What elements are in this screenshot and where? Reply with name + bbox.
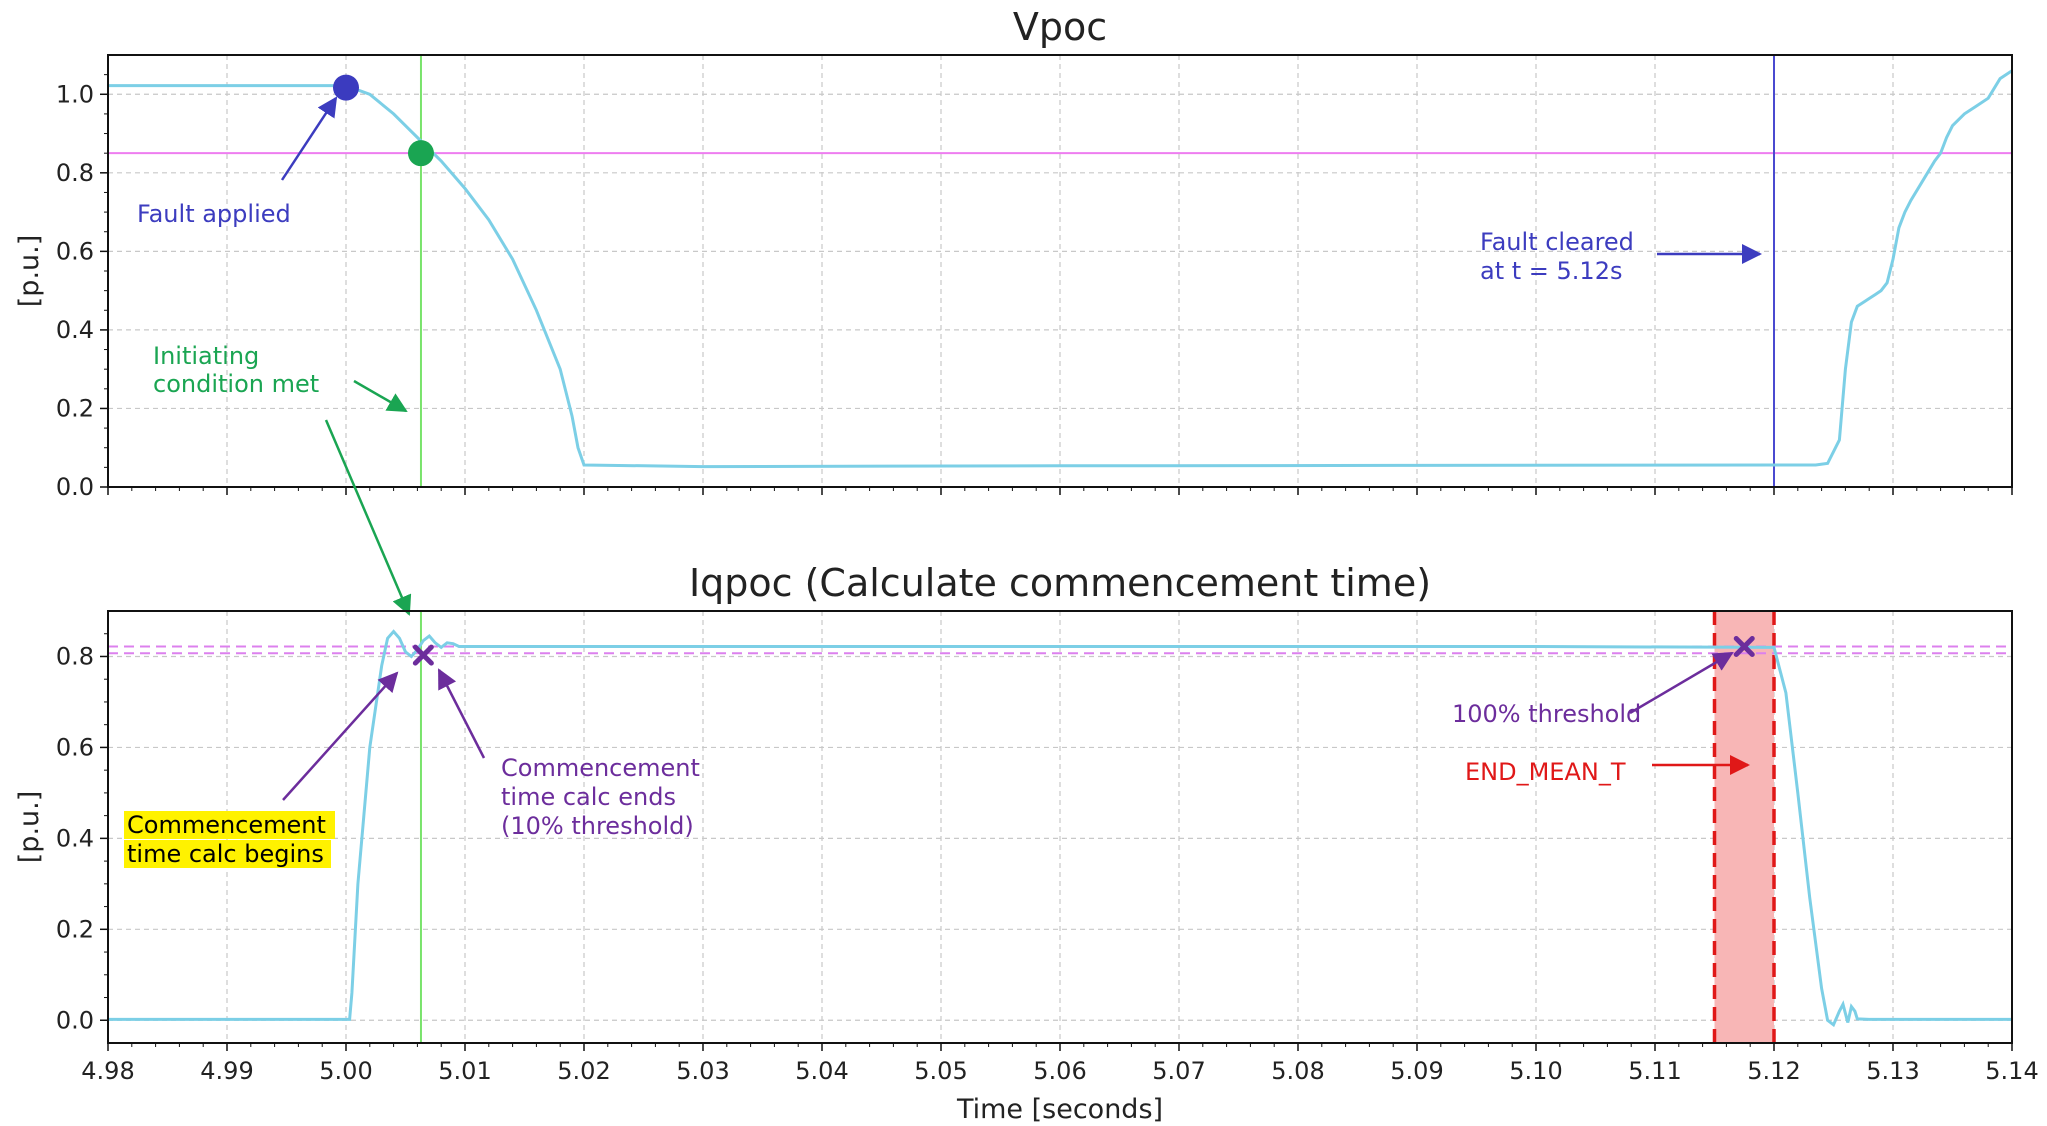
fault-applied-arrow	[280, 96, 338, 181]
fault-applied-marker	[333, 74, 359, 101]
initiating-label-line2: condition met	[153, 370, 319, 398]
y-tick-label: 0.4	[56, 316, 94, 344]
commencement-ends-line1: Commencement	[501, 754, 700, 782]
initiating-arrow-short	[353, 379, 408, 413]
threshold-100pct-label: 100% threshold	[1452, 700, 1641, 728]
x-tick-label: 5.06	[1033, 1057, 1086, 1085]
iqpoc-series-line	[108, 629, 2012, 1028]
commencement-ends-line2: time calc ends	[501, 783, 676, 811]
fault-applied-label: Fault applied	[137, 200, 291, 228]
x-tick-label: 5.09	[1390, 1057, 1443, 1085]
y-tick-label: 0.2	[56, 915, 94, 943]
iqpoc-chart: Iqpoc (Calculate commencement time) 4.98…	[14, 561, 2039, 1125]
y-tick-label: 0.2	[56, 394, 94, 422]
y-tick-label: 0.4	[56, 824, 94, 852]
end-mean-t-label: END_MEAN_T	[1465, 758, 1626, 786]
y-tick-label: 0.8	[56, 159, 94, 187]
y-tick-label: 0.0	[56, 473, 94, 501]
threshold-100pct-x-marker	[1733, 635, 1755, 657]
commencement-begins-line1: Commencement	[127, 811, 326, 839]
vpoc-title: Vpoc	[1013, 5, 1107, 49]
x-tick-label: 4.99	[200, 1057, 253, 1085]
commencement-begins-highlight-1	[124, 811, 335, 839]
y-tick-label: 0.6	[56, 237, 94, 265]
x-tick-label: 5.00	[319, 1057, 372, 1085]
iqpoc-ylabel: [p.u.]	[14, 791, 45, 863]
initiating-condition-marker	[407, 140, 434, 167]
iqpoc-ticks: 4.98 4.99 5.00 5.01 5.02 5.03 5.04 5.05 5.06 5.07…	[56, 633, 2039, 1085]
vpoc-series-line	[108, 69, 2012, 469]
x-tick-label: 5.14	[1985, 1057, 2038, 1085]
commencement-begins-line2: time calc begins	[127, 840, 324, 868]
iqpoc-xlabel: Time [seconds]	[956, 1094, 1163, 1125]
x-tick-label: 5.05	[914, 1057, 967, 1085]
x-tick-label: 5.10	[1509, 1057, 1562, 1085]
x-tick-label: 5.01	[438, 1057, 491, 1085]
x-tick-label: 5.11	[1628, 1057, 1681, 1085]
x-tick-label: 5.04	[795, 1057, 848, 1085]
x-marker-stroke	[1733, 635, 1755, 657]
x-tick-label: 5.08	[1271, 1057, 1324, 1085]
x-tick-label: 4.98	[81, 1057, 134, 1085]
iqpoc-grid	[107, 611, 2013, 1043]
commencement-ends-arrow	[437, 668, 486, 759]
y-tick-label: 0.0	[56, 1006, 94, 1034]
vpoc-grid	[107, 55, 2013, 488]
commencement-begins-highlight-2	[124, 840, 331, 868]
vpoc-plot-frame	[107, 54, 2013, 488]
fault-cleared-label-line2: at t = 5.12s	[1480, 257, 1622, 285]
fault-cleared-label-line1: Fault cleared	[1480, 228, 1634, 256]
vpoc-ticks: 0.0 0.2 0.4 0.6 0.8 1.0	[56, 74, 2013, 501]
threshold-100pct-arrow	[1629, 651, 1734, 715]
iqpoc-plot-frame	[107, 610, 2013, 1044]
x-tick-label: 5.07	[1152, 1057, 1205, 1085]
vpoc-chart: Vpoc 0.0 0.2 0.4 0.6 0.8 1.0 [p.u.] Fault app…	[14, 5, 2013, 616]
x-tick-label: 5.02	[557, 1057, 610, 1085]
y-tick-label: 1.0	[56, 80, 94, 108]
commencement-end-x-marker	[412, 644, 434, 666]
initiating-arrow-long	[324, 419, 412, 616]
x-tick-label: 5.12	[1747, 1057, 1800, 1085]
vpoc-ylabel: [p.u.]	[14, 235, 45, 307]
commencement-ends-line3: (10% threshold)	[501, 812, 694, 840]
y-tick-label: 0.6	[56, 733, 94, 761]
x-marker-stroke	[412, 644, 434, 666]
x-tick-label: 5.03	[676, 1057, 729, 1085]
iqpoc-title: Iqpoc (Calculate commencement time)	[689, 561, 1431, 605]
y-tick-label: 0.8	[56, 642, 94, 670]
commencement-begins-arrow	[282, 671, 399, 801]
initiating-label-line1: Initiating	[153, 342, 259, 370]
x-tick-label: 5.13	[1866, 1057, 1919, 1085]
end-mean-window-shade	[1714, 611, 1774, 1043]
